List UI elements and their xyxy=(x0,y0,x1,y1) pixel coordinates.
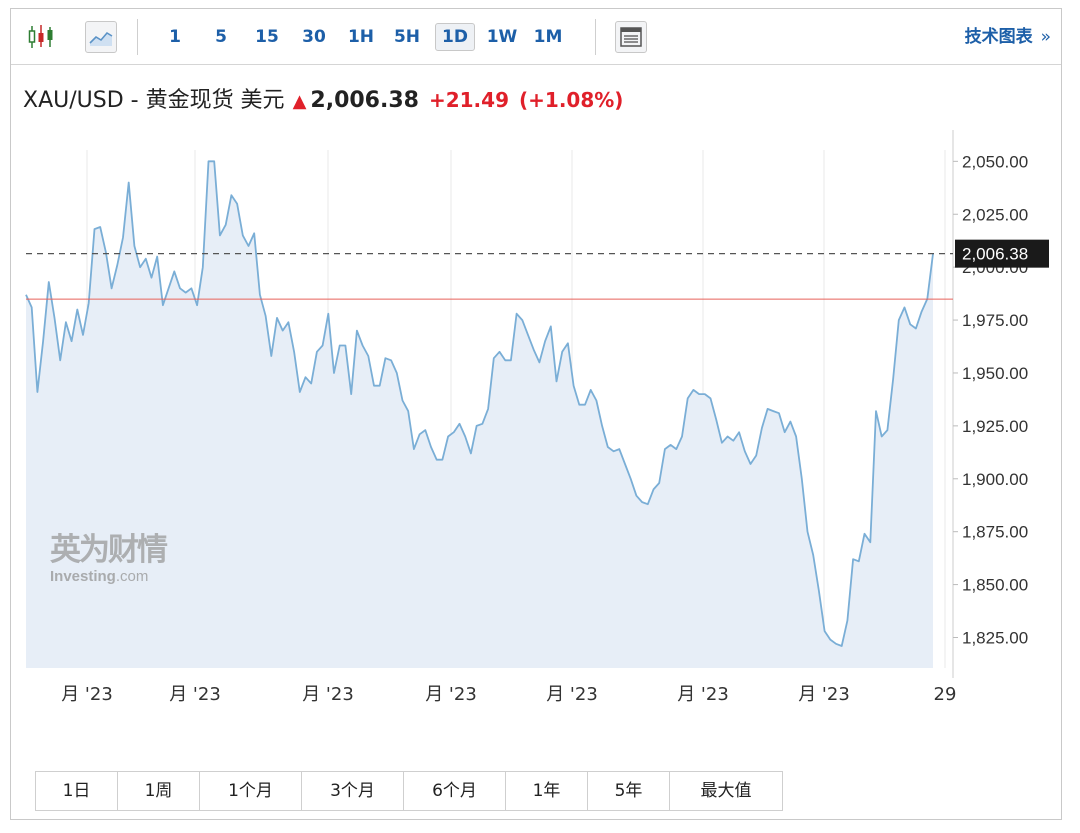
chart-toolbar: 1 5 15 30 1H 5H 1D 1W 1M 技术图表 » xyxy=(11,9,1061,65)
y-tick-label: 1,950.00 xyxy=(962,364,1028,383)
x-tick-label: 月 '23 xyxy=(677,684,729,705)
timeframe-1[interactable]: 1 xyxy=(169,27,181,47)
up-arrow-icon: ▲ xyxy=(292,91,307,112)
x-tick-label: 月 '23 xyxy=(546,684,598,705)
investing-watermark: 英为财情 Investing.com xyxy=(50,532,170,585)
timeframe-1m[interactable]: 1M xyxy=(533,27,563,47)
range-max-button[interactable]: 最大值 xyxy=(670,772,782,810)
price-change: +21.49 xyxy=(428,88,509,112)
x-tick-label: 29 xyxy=(934,684,957,705)
timeframe-1w[interactable]: 1W xyxy=(486,27,518,47)
price-area xyxy=(26,161,933,669)
candlestick-icon[interactable] xyxy=(25,21,57,53)
last-price: 2,006.38 xyxy=(310,88,419,113)
x-tick-label: 月 '23 xyxy=(798,684,850,705)
y-tick-label: 1,975.00 xyxy=(962,311,1028,330)
timeframe-1d[interactable]: 1D xyxy=(435,23,475,51)
double-chevron-right-icon: » xyxy=(1040,27,1051,47)
technical-chart-link[interactable]: 技术图表 » xyxy=(965,23,1051,51)
y-tick-label: 1,925.00 xyxy=(962,417,1028,436)
price-change-percent: (+1.08%) xyxy=(519,88,624,112)
x-tick-label: 月 '23 xyxy=(61,684,113,705)
y-tick-label: 1,900.00 xyxy=(962,470,1028,489)
toolbar-separator xyxy=(595,19,596,55)
toolbar-separator xyxy=(137,19,138,55)
range-selector: 1日 1周 1个月 3个月 6个月 1年 5年 最大值 xyxy=(35,771,783,811)
y-tick-label: 1,825.00 xyxy=(962,628,1028,647)
area-chart-icon[interactable] xyxy=(85,21,117,53)
quote-header: XAU/USD - 黄金现货 美元 ▲ 2,006.38 +21.49 (+1.08%) xyxy=(23,83,623,117)
y-tick-label: 2,050.00 xyxy=(962,152,1028,171)
layout-icon[interactable] xyxy=(615,21,647,53)
timeframe-5h[interactable]: 5H xyxy=(393,27,421,47)
range-1w-button[interactable]: 1周 xyxy=(118,772,200,810)
y-tick-label: 1,875.00 xyxy=(962,523,1028,542)
symbol-title: XAU/USD - 黄金现货 美元 xyxy=(23,88,285,113)
price-line xyxy=(25,160,934,647)
last-price-badge-label: 2,006.38 xyxy=(962,245,1028,264)
range-5y-button[interactable]: 5年 xyxy=(588,772,670,810)
range-1m-button[interactable]: 1个月 xyxy=(200,772,302,810)
timeframe-15[interactable]: 15 xyxy=(255,27,279,47)
watermark-en: Investing.com xyxy=(50,568,148,585)
y-tick-label: 2,025.00 xyxy=(962,205,1028,224)
technical-chart-label: 技术图表 xyxy=(964,27,1033,47)
range-3m-button[interactable]: 3个月 xyxy=(302,772,404,810)
x-tick-label: 月 '23 xyxy=(425,684,477,705)
watermark-cn: 英为财情 xyxy=(50,532,168,568)
timeframe-1h[interactable]: 1H xyxy=(347,27,375,47)
timeframe-30[interactable]: 30 xyxy=(302,27,326,47)
last-price-badge xyxy=(955,239,1049,268)
y-tick-label: 1,850.00 xyxy=(962,576,1028,595)
timeframe-5[interactable]: 5 xyxy=(215,27,227,47)
range-1y-button[interactable]: 1年 xyxy=(506,772,588,810)
x-tick-label: 月 '23 xyxy=(302,684,354,705)
range-1d-button[interactable]: 1日 xyxy=(36,772,118,810)
range-6m-button[interactable]: 6个月 xyxy=(404,772,506,810)
x-tick-label: 月 '23 xyxy=(169,684,221,705)
